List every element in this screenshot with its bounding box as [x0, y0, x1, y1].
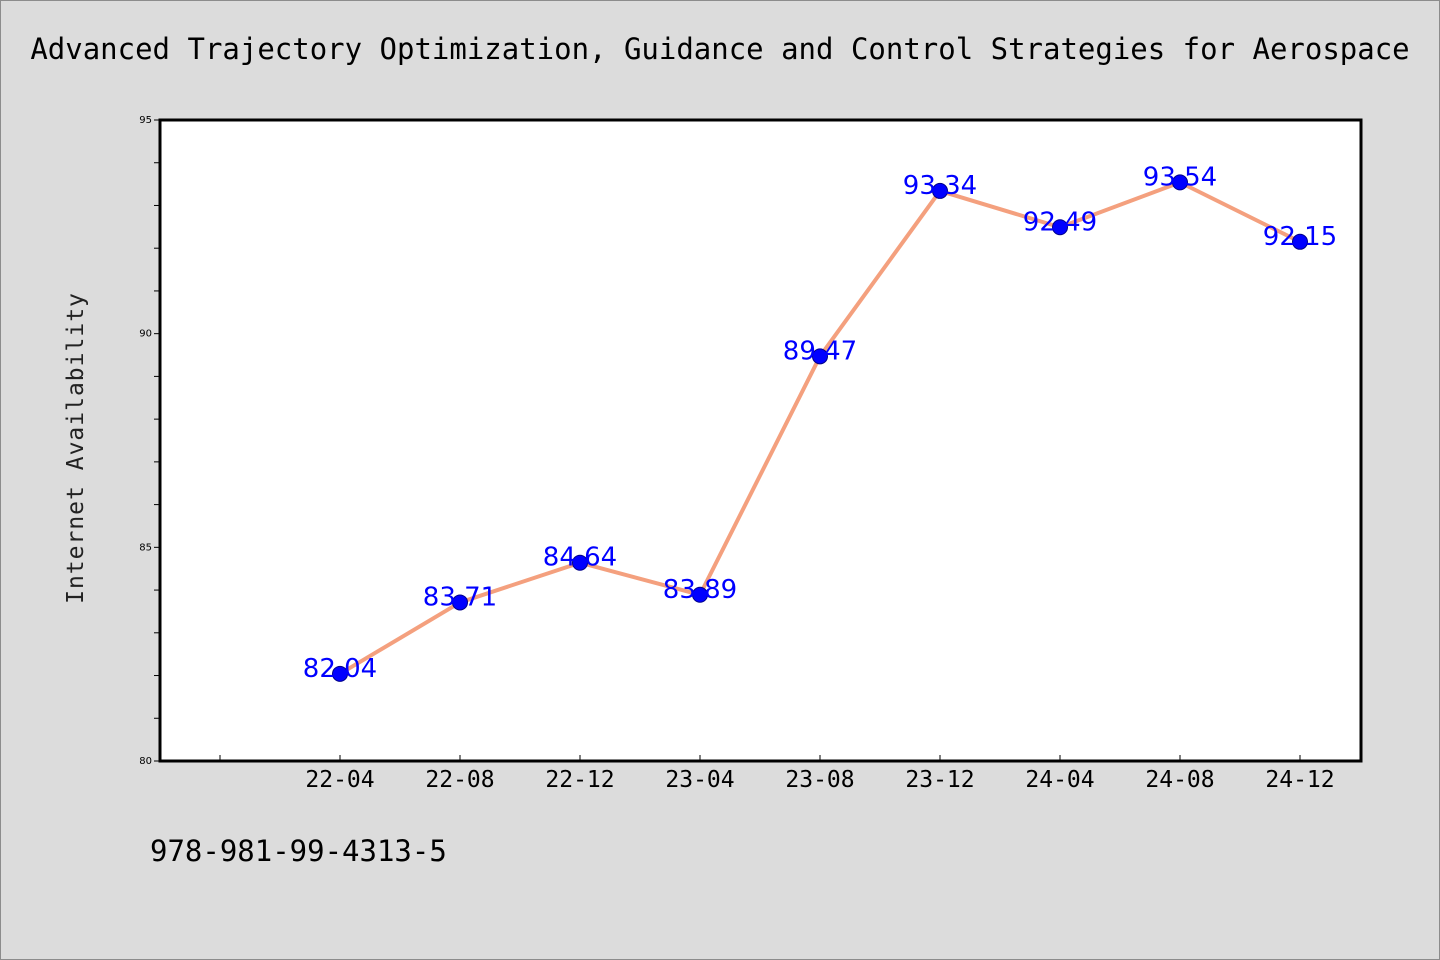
x-tick-label: 24-04: [1025, 767, 1094, 793]
chart-title: Advanced Trajectory Optimization, Guidan…: [30, 32, 1410, 66]
x-tick-label: 23-04: [665, 767, 734, 793]
y-tick-label: 90: [139, 329, 152, 340]
y-tick-label: 85: [139, 542, 152, 553]
data-label: 93.54: [1143, 162, 1217, 192]
data-label: 92.15: [1263, 222, 1337, 252]
x-tick-label: 23-12: [905, 767, 974, 793]
data-point: [1172, 174, 1188, 191]
data-point: [572, 554, 588, 571]
y-tick-label: 80: [139, 756, 152, 767]
data-labels: 82.04 83.71 84.64 83.89 89.47 93.34 92.49 93.54…: [303, 162, 1337, 683]
data-point: [812, 348, 828, 365]
data-label: 84.64: [543, 543, 617, 573]
y-tick-label: 95: [139, 115, 152, 126]
x-tick-label: 22-08: [425, 767, 494, 793]
data-point: [332, 665, 348, 682]
data-label: 89.47: [783, 336, 857, 366]
data-point: [692, 586, 708, 603]
x-tick-label: 24-12: [1265, 767, 1334, 793]
x-axis-ticks: 22-04 22-08 22-12 23-04 23-08 23-12 24-04 24-08…: [219, 755, 1335, 793]
x-tick-label: 22-12: [545, 767, 614, 793]
data-label: 83.89: [663, 575, 737, 605]
x-tick-label: 22-04: [305, 767, 374, 793]
y-axis-ticks: 80 85 90 95: [139, 115, 160, 767]
data-point: [452, 594, 468, 611]
data-label: 82.04: [303, 654, 377, 684]
data-point: [1052, 219, 1068, 236]
data-point: [1292, 233, 1308, 250]
data-markers: [332, 174, 1308, 682]
footnote-isbn: 978-981-99-4313-5: [150, 834, 447, 868]
data-label: 83.71: [423, 582, 497, 612]
x-tick-label: 24-08: [1145, 767, 1214, 793]
data-label: 93.34: [903, 171, 977, 201]
data-point: [932, 182, 948, 199]
x-tick-label: 23-08: [785, 767, 854, 793]
plot-area: [158, 118, 1363, 763]
data-label: 92.49: [1023, 207, 1097, 237]
